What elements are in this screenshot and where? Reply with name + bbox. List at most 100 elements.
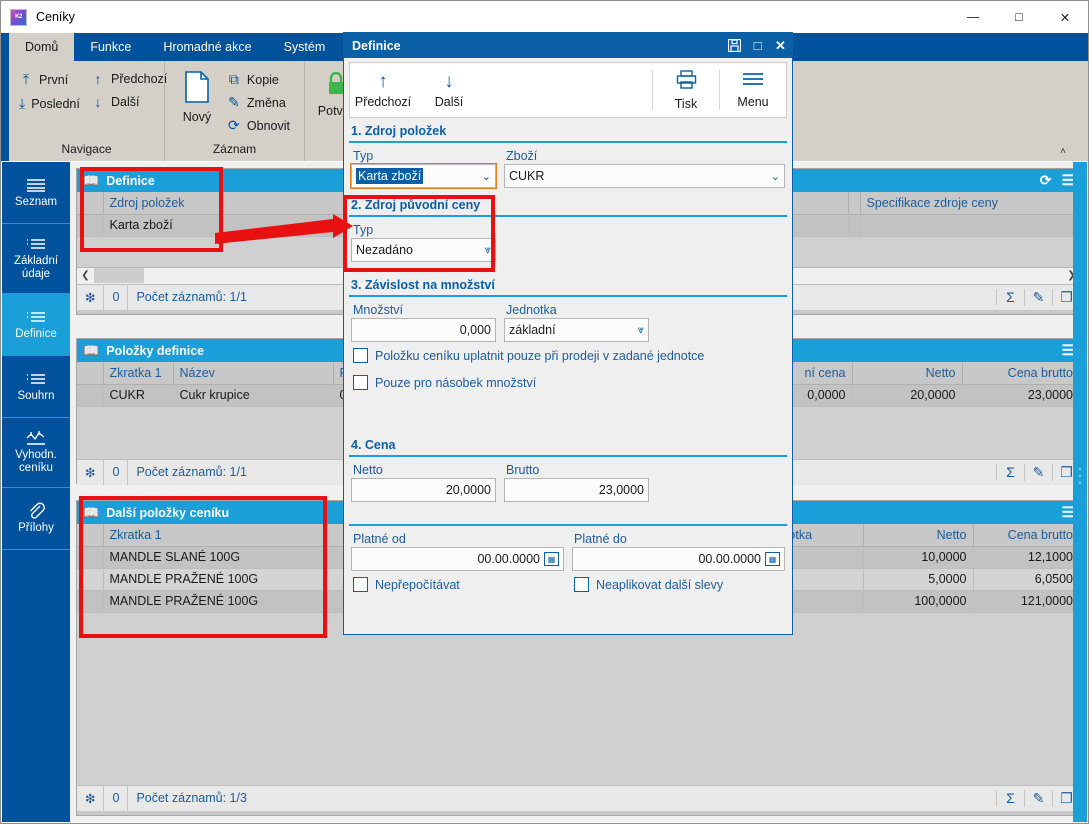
cell-zkratka-1: CUKR	[103, 384, 174, 407]
snowflake-icon[interactable]: ❇	[77, 785, 105, 811]
dialog-button-predchozi[interactable]: ↑ Předchozí	[350, 63, 416, 117]
sidebar-item-definice[interactable]: Definice	[2, 294, 70, 356]
col-cena-brutto: Cena brutto	[973, 524, 1080, 547]
sidebar-item-souhrn[interactable]: Souhrn	[2, 356, 70, 418]
sum-icon[interactable]: Σ	[996, 790, 1024, 806]
hamburger-icon[interactable]: ☰	[1061, 342, 1074, 358]
section-4-rule	[349, 455, 787, 457]
checkbox-row-jednotka[interactable]: Položku ceníku uplatnit pouze při prodej…	[351, 342, 785, 369]
ribbon-button-obnovit[interactable]: ⟳ Obnovit	[223, 115, 298, 136]
ribbon-button-prvni[interactable]: ⤒ První	[15, 69, 87, 90]
chevron-down-icon[interactable]: ⌄	[770, 170, 780, 183]
ribbon-button-dalsi[interactable]: ↓ Další	[87, 92, 175, 112]
hamburger-icon[interactable]: ☰	[1061, 504, 1074, 520]
pencil-icon[interactable]: ✎	[1024, 789, 1052, 807]
dialog-button-menu-label: Menu	[737, 95, 769, 109]
section-2-body: Typ Nezadáno ⩔	[349, 217, 787, 272]
dialog-button-tisk[interactable]: Tisk	[653, 63, 719, 117]
field-platne-od-label: Platné od	[353, 532, 406, 546]
dialog-button-dalsi[interactable]: ↓ Další	[416, 63, 482, 117]
calendar-icon[interactable]: ▦	[765, 552, 780, 566]
platne-do-dateinput[interactable]: 00.00.0000 ▦	[572, 547, 785, 571]
sum-icon[interactable]: Σ	[996, 289, 1024, 305]
maximize-icon[interactable]: □	[1015, 10, 1023, 24]
section-2-title: 2. Zdroj původní ceny	[351, 198, 481, 212]
content-vertical-scrollbar[interactable]: • • •	[1073, 162, 1087, 822]
close-icon[interactable]: ✕	[1059, 10, 1071, 25]
checkbox-row-nasobek[interactable]: Pouze pro násobek množství	[351, 369, 785, 396]
field-zdroj-typ-label: Typ	[353, 149, 374, 163]
platne-od-dateinput[interactable]: 00.00.0000 ▦	[351, 547, 564, 571]
checkbox-neaplikovat-slevy[interactable]	[574, 577, 589, 592]
col-netto: Netto	[852, 362, 963, 385]
ribbon-button-novy[interactable]: Nový	[171, 67, 223, 124]
checkbox-row-neprepocitavat[interactable]: Nepřepočítávat	[351, 571, 564, 598]
tab-system[interactable]: Systém	[283, 40, 326, 54]
minimize-icon[interactable]: —	[966, 10, 980, 24]
field-zbozi-label: Zboží	[506, 149, 538, 163]
jednotka-lookup[interactable]: základní ⩔	[504, 318, 649, 342]
scroll-left-icon[interactable]: ❮	[81, 270, 90, 281]
sidebar-item-prilohy[interactable]: Přílohy	[2, 488, 70, 550]
new-document-icon	[184, 71, 210, 106]
pencil-icon[interactable]: ✎	[1024, 463, 1052, 481]
checkbox-row-neaplikovat-slevy[interactable]: Neaplikovat další slevy	[572, 571, 785, 598]
sidebar-item-zakladni-udaje[interactable]: Základní údaje	[2, 224, 70, 294]
book-icon: 📖	[83, 172, 100, 188]
sidebar-item-seznam[interactable]: Seznam	[2, 162, 70, 224]
ribbon-button-posledni[interactable]: ⤓ Poslední	[15, 93, 87, 114]
checkbox-uplatnit-v-jednotce-label: Položku ceníku uplatnit pouze při prodej…	[375, 348, 705, 363]
snowflake-icon[interactable]: ❇	[77, 284, 105, 310]
dialog-button-menu[interactable]: Menu	[720, 63, 786, 117]
arrow-down-icon: ↓	[444, 70, 454, 92]
dialog-body: 1. Zdroj položek Typ Karta zboží ⌄ Zboží	[344, 118, 792, 602]
ribbon-button-predchozi[interactable]: ↑ Předchozí	[87, 69, 175, 89]
cell-blank	[77, 590, 104, 613]
ribbon-button-zmena[interactable]: ✎ Změna	[223, 92, 298, 113]
pencil-icon[interactable]: ✎	[1024, 288, 1052, 306]
add-record-icon[interactable]: ❐	[1052, 789, 1080, 807]
zdroj-typ-value: Karta zboží	[356, 168, 424, 184]
add-record-icon[interactable]: ❐	[1052, 463, 1080, 481]
save-icon[interactable]	[723, 33, 746, 58]
brutto-input[interactable]: 23,0000	[504, 478, 649, 502]
mnozstvi-input[interactable]: 0,000	[351, 318, 496, 342]
checkbox-pouze-nasobek[interactable]	[353, 375, 368, 390]
add-record-icon[interactable]: ❐	[1052, 288, 1080, 306]
cell-cena-brutto: 12,1000	[973, 546, 1080, 569]
ribbon-button-kopie[interactable]: ⧉ Kopie	[223, 69, 298, 90]
netto-input[interactable]: 20,0000	[351, 478, 496, 502]
checkbox-neprepocitavat[interactable]	[353, 577, 368, 592]
zbozi-combobox[interactable]: CUKR ⌄	[504, 164, 785, 188]
dalsi-polozky-statusbar: ❇ 0 Počet záznamů: 1/3 Σ ✎ ❐	[77, 784, 1080, 811]
window-controls: — □ ✕	[950, 1, 1088, 33]
field-mnozstvi: Množství 0,000	[351, 303, 496, 342]
puvodni-typ-lookup[interactable]: Nezadáno ⩔	[351, 238, 496, 262]
checkbox-neprepocitavat-label: Nepřepočítávat	[375, 577, 460, 592]
calendar-icon[interactable]: ▦	[544, 552, 559, 566]
tab-funkce[interactable]: Funkce	[90, 40, 132, 54]
tab-hromadne-akce[interactable]: Hromadné akce	[163, 40, 252, 54]
refresh-icon[interactable]: ⟳	[1039, 172, 1052, 188]
lookup-icon[interactable]: ⩔	[637, 323, 644, 336]
sidebar: Seznam Základní údaje	[2, 162, 70, 822]
sidebar-item-vyhodn-ceniku[interactable]: Vyhodn. ceníku	[2, 418, 70, 488]
dialog-title: Definice	[352, 38, 401, 53]
close-icon[interactable]: ✕	[775, 37, 786, 53]
lookup-icon[interactable]: ⩔	[484, 243, 491, 256]
zdroj-typ-combobox[interactable]: Karta zboží ⌄	[350, 163, 497, 189]
scroll-right-icon[interactable]: ❯	[1067, 270, 1076, 281]
ribbon-collapse-icon[interactable]: ˄	[1060, 146, 1066, 157]
sum-icon[interactable]: Σ	[996, 464, 1024, 480]
copy-icon: ⧉	[228, 71, 239, 87]
paperclip-icon	[25, 502, 47, 519]
checkbox-uplatnit-v-jednotce[interactable]	[353, 348, 368, 363]
snowflake-icon[interactable]: ❇	[77, 459, 105, 485]
scroll-thumb[interactable]	[94, 268, 144, 283]
hamburger-icon[interactable]: ☰	[1061, 172, 1074, 188]
maximize-icon[interactable]: □	[753, 38, 762, 53]
chevron-down-icon[interactable]: ⌄	[481, 170, 491, 183]
cell-netto: 100,0000	[863, 590, 974, 613]
ribbon-button-dalsi-label: Další	[111, 95, 140, 109]
tab-domu[interactable]: Domů	[9, 33, 75, 61]
